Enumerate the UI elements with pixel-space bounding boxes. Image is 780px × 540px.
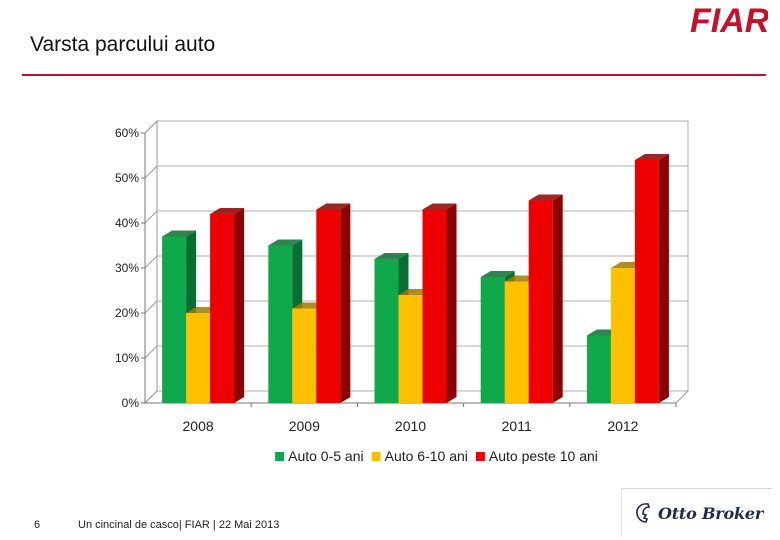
legend-swatch (275, 452, 285, 461)
x-axis-depth (675, 390, 689, 404)
y-tick-label: 50% (115, 171, 139, 185)
bar-top (162, 230, 197, 237)
bar-front (528, 200, 553, 403)
y-tick-label: 40% (115, 216, 139, 230)
bar-top (374, 253, 409, 259)
bar-top (634, 154, 669, 160)
bar (210, 208, 245, 403)
bar-front (268, 245, 293, 403)
otto-broker-head-icon (636, 503, 651, 523)
page-number: 6 (34, 519, 41, 531)
bar (316, 203, 351, 403)
bar-layer (162, 154, 669, 403)
fiar-logo: FIAR (690, 2, 768, 38)
bar-front (210, 214, 235, 403)
svg-text:FIAR: FIAR (690, 2, 768, 38)
otto-broker-name: Otto Broker (658, 503, 764, 523)
bar-chart: 0% 10% 20% 30% 40% 50% 60% 2008 2009 2010 2011 2012… (115, 119, 689, 464)
legend-item: Auto 6-10 ani (371, 448, 468, 464)
bar-side (234, 208, 245, 403)
gridline-side (144, 345, 158, 359)
legend-label: Auto peste 10 ani (489, 448, 598, 464)
legend-layer: Auto 0-5 ani Auto 6-10 ani Auto peste 10 a… (275, 448, 598, 464)
x-tick-label: 2011 (502, 418, 532, 434)
bar-front (504, 281, 529, 403)
bar-front (398, 295, 423, 403)
bar-front (586, 335, 611, 403)
bar-top (422, 203, 457, 210)
bar-top (480, 271, 515, 277)
bar-front (634, 160, 659, 403)
gridline-side (144, 165, 158, 179)
gridline-side (144, 300, 158, 314)
slide-title: Varsta parcului auto (30, 33, 216, 56)
bar-front (292, 308, 317, 403)
bar-front (186, 313, 211, 403)
bar-front (610, 268, 635, 403)
bar-front (480, 277, 505, 403)
x-tick-label: 2008 (183, 418, 214, 434)
legend-swatch (475, 452, 485, 461)
gridline-side (144, 255, 158, 269)
y-tick-label: 0% (122, 396, 140, 410)
gridline-side (144, 120, 158, 134)
bar (422, 203, 457, 403)
bar-side (552, 194, 563, 403)
legend-swatch (371, 452, 381, 461)
legend-item: Auto peste 10 ani (475, 448, 598, 464)
bar (528, 194, 563, 403)
bar (634, 154, 669, 403)
bar-front (374, 259, 399, 403)
bar-side (446, 203, 457, 403)
y-tick-label: 60% (115, 126, 139, 140)
x-tick-label: 2012 (607, 418, 638, 434)
bar-top (210, 208, 245, 214)
bar-top (268, 239, 303, 246)
y-tick-label: 10% (115, 351, 139, 365)
bar-side (340, 203, 351, 403)
title-divider (22, 74, 766, 76)
bar-front (422, 209, 447, 403)
bar-top (316, 203, 351, 210)
gridline-side (144, 390, 158, 404)
bar-top (528, 194, 563, 201)
x-tick-label: 2010 (395, 418, 426, 434)
legend-item: Auto 0-5 ani (275, 448, 364, 464)
x-tick-label: 2009 (289, 418, 320, 434)
gridline-side (144, 210, 158, 224)
label-layer: 0% 10% 20% 30% 40% 50% 60% 2008 2009 2010 2011 2012 (115, 126, 639, 434)
footer-text: Un cincinal de casco| FIAR | 22 Mai 2013 (78, 519, 280, 531)
bar-side (658, 154, 669, 403)
y-tick-label: 20% (115, 306, 139, 320)
bar (480, 271, 515, 403)
y-tick-label: 30% (115, 261, 139, 275)
legend-label: Auto 0-5 ani (288, 448, 364, 464)
bar-front (162, 236, 187, 403)
legend-label: Auto 6-10 ani (385, 448, 468, 464)
bar-front (316, 209, 341, 403)
otto-broker-logo: Otto Broker (621, 488, 772, 537)
